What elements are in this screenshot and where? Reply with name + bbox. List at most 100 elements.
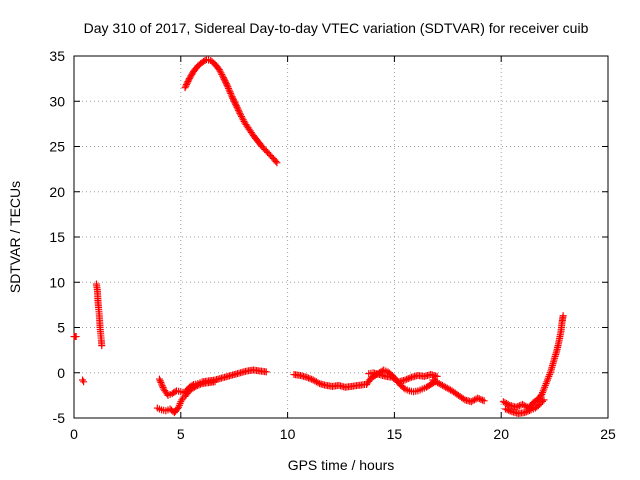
data-point [235,108,243,116]
data-point [521,409,529,417]
x-tick-label: 10 [280,426,296,442]
x-tick-label: 5 [177,426,185,442]
y-tick-label: 15 [49,229,65,245]
chart-title: Day 310 of 2017, Sidereal Day-to-day VTE… [84,20,589,36]
data-point [505,406,513,414]
x-axis-title: GPS time / hours [288,457,395,473]
data-point [195,381,203,389]
data-point [504,400,512,408]
data-point [406,374,414,382]
data-point [236,109,244,117]
data-point [480,397,488,405]
x-tick-label: 15 [387,426,403,442]
data-point [239,116,247,124]
data-point [501,405,509,413]
data-point [225,86,233,94]
y-tick-label: 20 [49,184,65,200]
y-tick-label: -5 [53,410,66,426]
data-point [272,157,280,165]
data-point [226,88,234,96]
data-point [229,94,237,102]
data-point [228,93,236,101]
data-point [314,379,322,387]
data-point [477,395,485,403]
data-point [401,376,409,384]
data-point [156,377,164,385]
data-point [273,159,281,167]
data-point [227,89,235,97]
data-point [522,408,530,416]
data-point [262,368,270,376]
y-tick-label: 30 [49,93,65,109]
data-point [182,82,190,90]
data-point [79,376,87,384]
data-point [98,342,106,350]
data-point [234,105,242,113]
data-point [404,375,412,383]
data-point [514,402,522,410]
data-point [158,382,166,390]
data-point [231,99,239,107]
data-point [308,375,316,383]
data-point [155,375,163,383]
data-point [479,396,487,404]
data-point [192,382,200,390]
data-point [540,396,548,404]
data-point [524,407,532,415]
data-point [306,375,314,383]
data-point [219,72,227,80]
data-point [221,77,229,85]
data-point [303,373,311,381]
data-point [211,378,219,386]
data-point [400,384,408,392]
data-point [183,79,191,87]
data-point [234,106,242,114]
data-point [217,69,225,77]
data-point [559,312,567,320]
data-point [185,76,193,84]
x-tick-label: 0 [70,426,78,442]
data-point [237,111,245,119]
data-point [230,97,238,105]
data-point [220,74,228,82]
data-point [223,81,231,89]
data-point [218,70,226,78]
data-point [471,396,478,404]
data-point [474,394,482,402]
data-point [158,380,166,388]
data-point [503,406,511,414]
data-point [181,84,189,92]
y-tick-label: 5 [57,320,65,336]
data-point [222,78,230,86]
data-point [459,395,467,403]
data-point [220,75,228,83]
y-tick-label: 35 [49,48,65,64]
data-point [225,84,233,92]
data-point [538,397,546,405]
data-point [72,333,80,341]
data-point [215,66,223,74]
data-point [232,102,240,110]
data-point [222,80,230,88]
y-axis-title: SDTVAR / TECUs [7,181,23,293]
data-point [229,96,237,104]
data-point [512,403,520,411]
x-tick-label: 25 [600,426,616,442]
data-point [184,78,192,86]
y-tick-label: 0 [57,365,65,381]
data-point [526,407,534,415]
data-point [227,91,235,99]
data-point [197,380,205,388]
data-point [190,383,198,391]
data-point [403,375,411,383]
x-tick-label: 20 [493,426,509,442]
data-point [232,100,240,108]
data-points [70,56,567,417]
data-point [304,374,312,382]
data-point [182,81,190,89]
data-point [237,112,245,120]
data-point [233,103,241,111]
data-point [475,395,483,403]
